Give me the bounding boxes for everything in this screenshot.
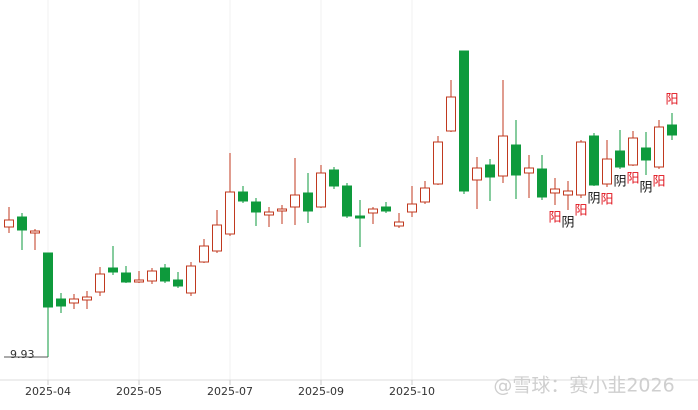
candle-body (368, 208, 378, 214)
candle-body (433, 141, 443, 185)
candle-body (173, 279, 183, 287)
candle-body (134, 279, 144, 283)
candle-body (511, 144, 521, 176)
signal-label: 阳 (600, 193, 613, 208)
candle-body (277, 208, 287, 212)
x-tick-label: 2025-07 (207, 385, 253, 398)
candle-body (498, 135, 508, 177)
candle-body (563, 190, 573, 196)
candle-body (108, 267, 118, 273)
signal-label: 阴 (587, 192, 600, 207)
candle-body (43, 252, 53, 308)
candle-body (602, 158, 612, 185)
candle-body (641, 147, 651, 161)
candle-body (628, 137, 638, 166)
candle-body (238, 191, 248, 202)
signal-label: 阳 (626, 172, 639, 187)
candle-body (199, 245, 209, 263)
candle-body (212, 224, 222, 252)
x-tick-label: 2025-05 (116, 385, 162, 398)
candle-body (329, 169, 339, 187)
candle-body (264, 211, 274, 216)
signal-label: 阴 (561, 216, 574, 231)
candle-body (355, 215, 365, 219)
signal-label: 阴 (639, 181, 652, 196)
candle-body (654, 126, 664, 168)
candle-body (667, 124, 677, 136)
candle-body (17, 216, 27, 231)
candle-body (147, 270, 157, 282)
candle-body (225, 191, 235, 235)
signal-label: 阳 (548, 211, 561, 226)
signal-label: 阳 (574, 204, 587, 219)
candle-body (407, 203, 417, 213)
signal-label: 阳 (652, 175, 665, 190)
candle-body (537, 168, 547, 198)
candle-body (446, 96, 456, 132)
watermark: @雪球：赛小韭2026 (493, 375, 674, 397)
candle-body (472, 167, 482, 181)
candle-body (381, 206, 391, 212)
x-tick-label: 2025-10 (389, 385, 435, 398)
candle-body (303, 192, 313, 212)
candle-body (56, 298, 66, 307)
candle-body (550, 188, 560, 194)
candle-body (420, 187, 430, 203)
low-marker-label: 9.93 (10, 348, 35, 361)
candle-body (4, 219, 14, 228)
candle-body (95, 273, 105, 293)
candle-body (615, 150, 625, 168)
candle-body (160, 267, 170, 282)
x-tick-label: 2025-04 (25, 385, 71, 398)
candle-body (342, 185, 352, 217)
signal-label: 阳 (665, 93, 678, 108)
candle-body (82, 296, 92, 301)
candle-body (316, 172, 326, 208)
candle-body (485, 164, 495, 178)
candle-body (121, 272, 131, 283)
candle-body (186, 265, 196, 294)
candle-body (459, 50, 469, 192)
candle-body (251, 201, 261, 213)
candle-body (576, 141, 586, 196)
signal-label: 阴 (613, 175, 626, 190)
candle-body (589, 135, 599, 186)
candle-body (69, 298, 79, 304)
candle-body (30, 230, 40, 234)
candle-body (524, 167, 534, 174)
candle-body (394, 221, 404, 227)
x-tick-label: 2025-09 (298, 385, 344, 398)
candle-body (290, 194, 300, 208)
